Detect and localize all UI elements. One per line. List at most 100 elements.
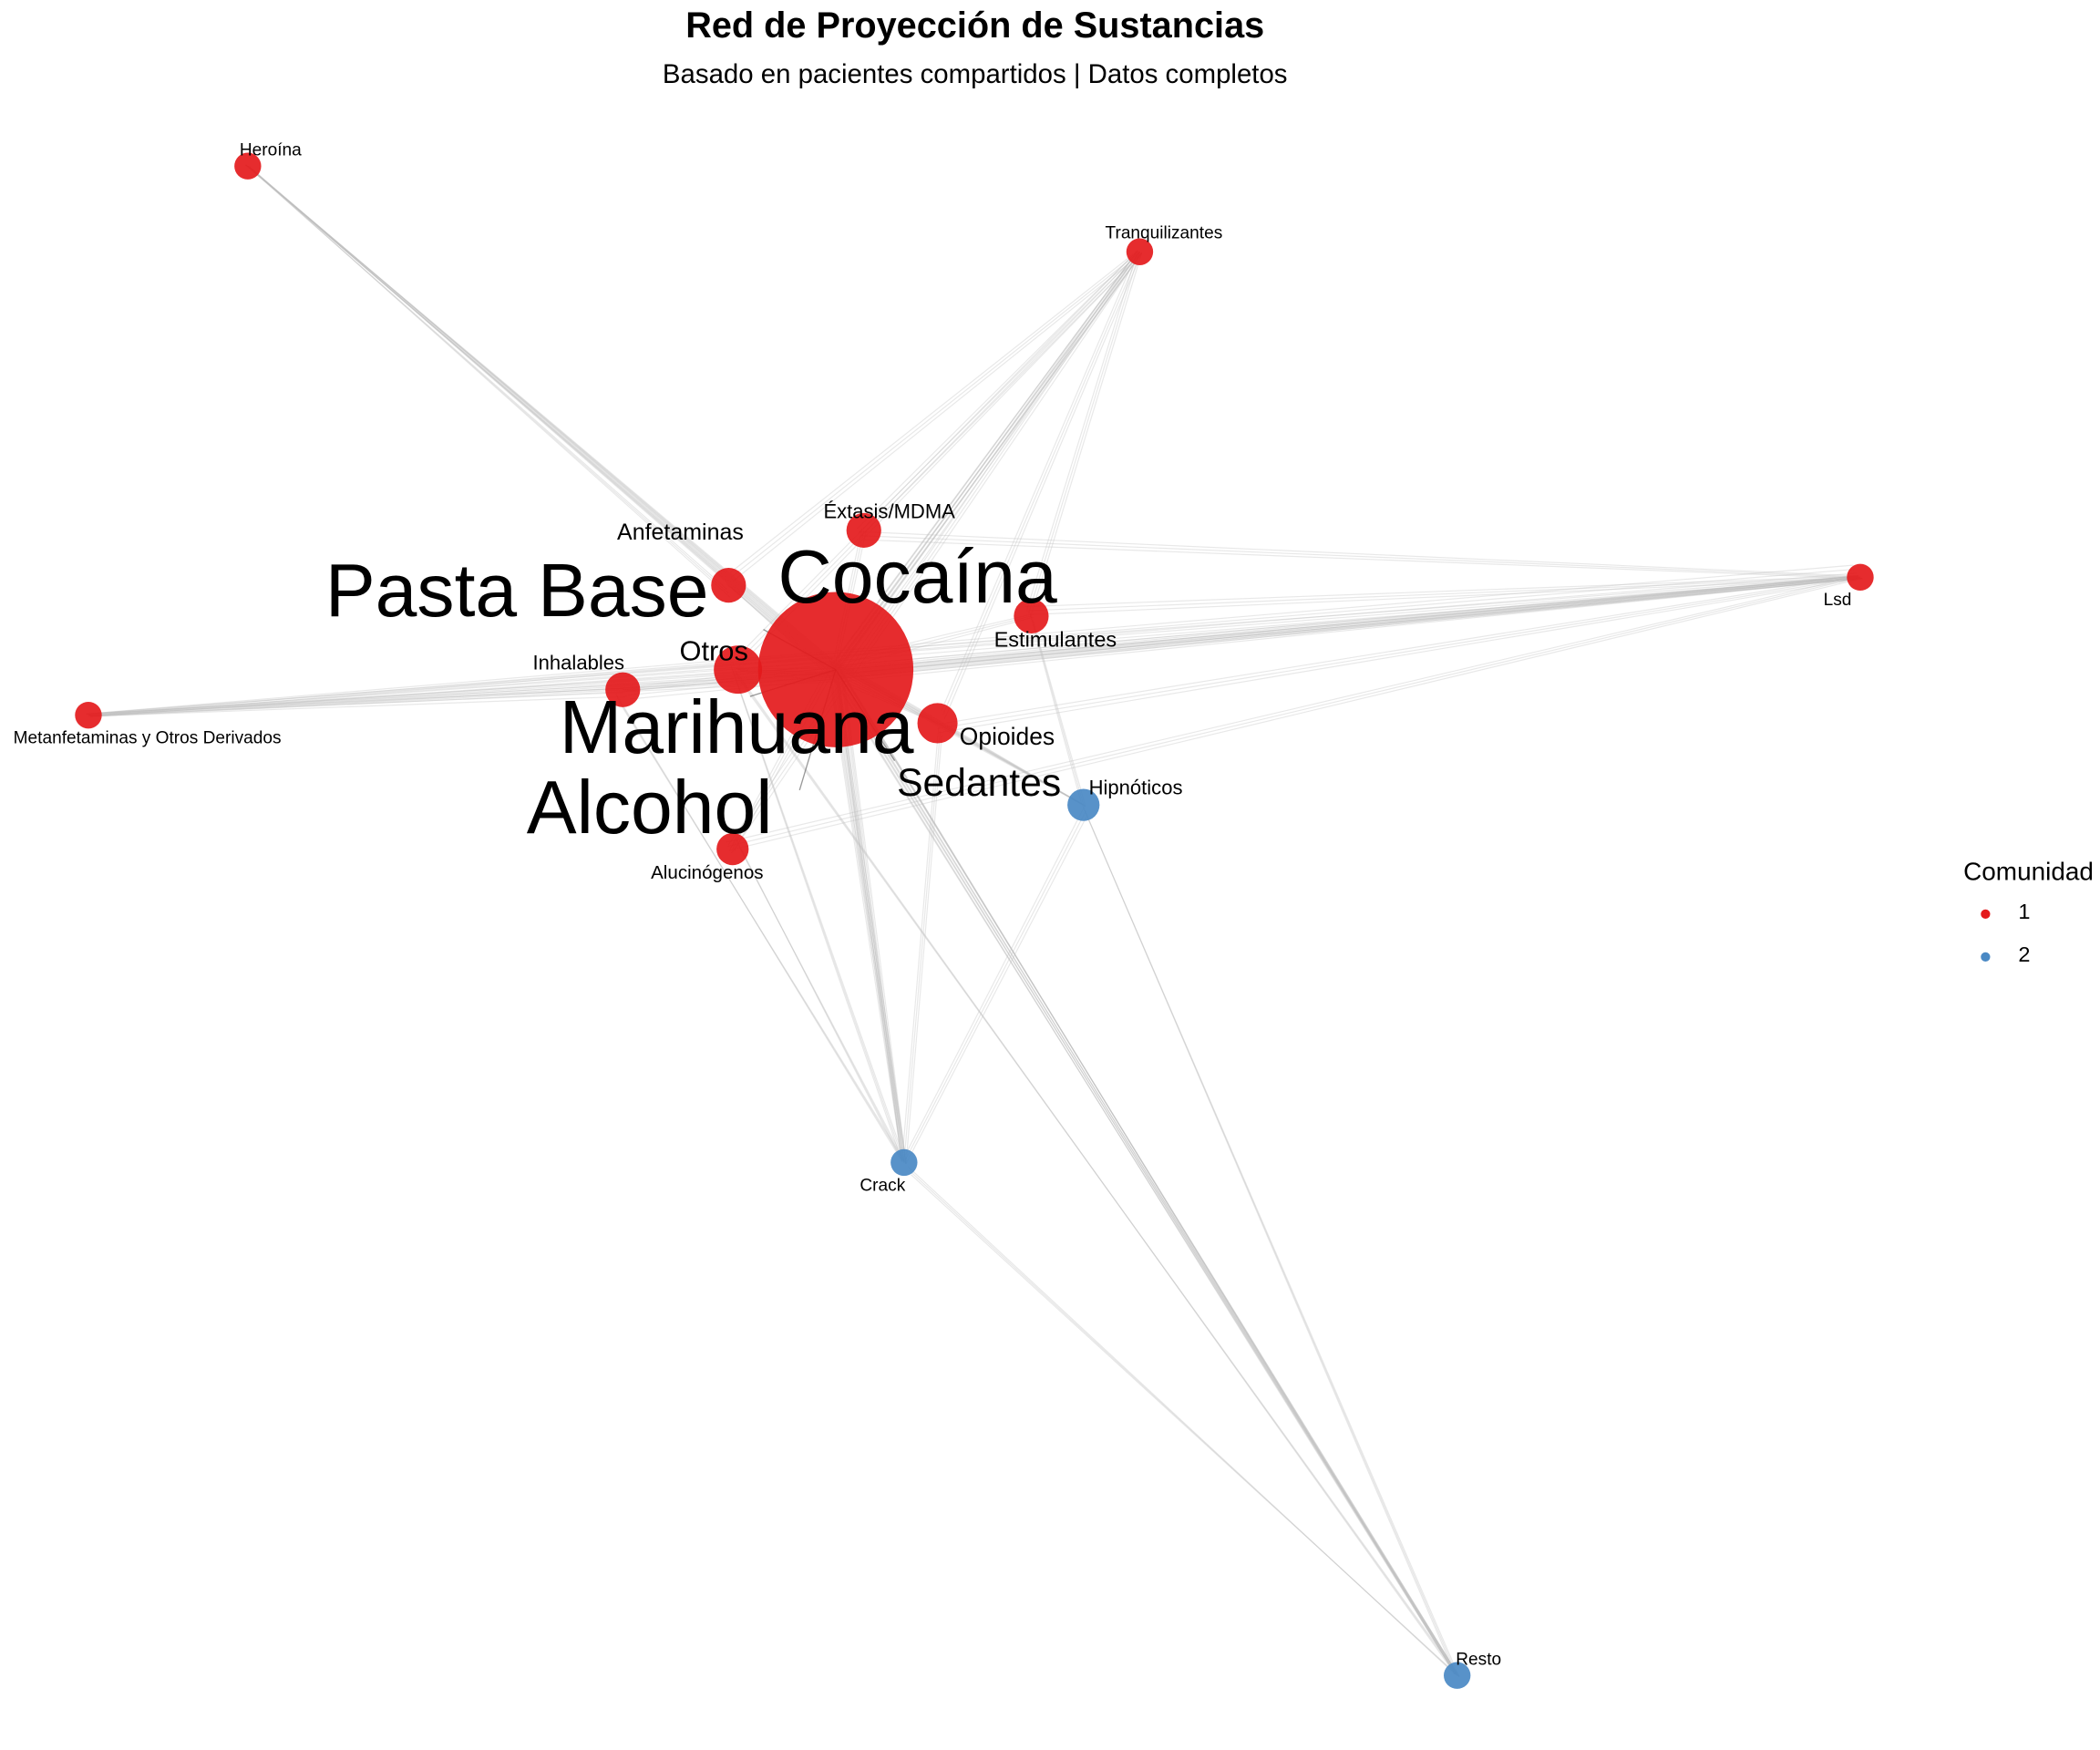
edge-cocaina-resto-strand-2 [837, 673, 1460, 1677]
edge-alcohol-crack-strand-1 [840, 664, 905, 1163]
edge-marihuana-tranquilizantes-strand-1 [829, 251, 1140, 673]
edge-inhalables-metanfetaminas-strand-2 [90, 695, 627, 717]
edge-cocaina-crack-strand-1 [832, 666, 905, 1163]
edge-cocaina-tranquilizantes-strand-2 [837, 252, 1143, 680]
edge-sedantes-resto-strand-1 [838, 666, 1458, 1676]
edge-sedantes-lsd-strand-1 [840, 576, 1861, 671]
edge-alcohol-resto [828, 663, 1456, 1675]
node-inhalables [605, 672, 641, 707]
edge-estimulantes-tranquilizantes-strand-2 [1029, 252, 1143, 618]
label-estimulantes: Estimulantes [994, 628, 1117, 652]
edge-marihuana-lsd-strand-1 [832, 576, 1861, 676]
edge-cocaina-crack-strand-2 [834, 671, 907, 1164]
label-metanfetaminas: Metanfetaminas y Otros Derivados [14, 729, 282, 748]
edge-alcohol-lsd [834, 575, 1858, 669]
edge-inhalables-metanfetaminas-strand-1 [88, 692, 626, 716]
edge-alucinogenos-crack-strand-2 [738, 847, 907, 1165]
edge-hipnoticos-resto [1081, 803, 1457, 1675]
edge-alucinogenos-lsd [725, 575, 1858, 843]
edge-cocaina-lsd [837, 575, 1858, 674]
edge-alucinogenos-tranquilizantes [727, 250, 1138, 846]
edge-pasta_base-resto [830, 673, 1456, 1675]
edge-sedantes-lsd-strand-2 [842, 578, 1863, 674]
edge-sedantes-resto-strand-2 [839, 670, 1460, 1677]
edge-cocaina-metanfetaminas [86, 656, 840, 715]
edge-alcohol-tranquilizantes [830, 250, 1138, 666]
edge-marihuana-lsd-strand-2 [834, 578, 1863, 680]
edge-marihuana-resto-strand-2 [839, 670, 1460, 1677]
edge-alucinogenos-lsd-strand-1 [726, 576, 1861, 848]
edge-alcohol-lsd-strand-2 [837, 578, 1863, 677]
edge-otros-lsd-strand-1 [740, 576, 1861, 665]
label-resto: Resto [1456, 1650, 1501, 1669]
edge-otros-tranquilizantes [736, 250, 1138, 658]
edge-marihuana-resto [836, 663, 1456, 1675]
edge-marihuana-tranquilizantes-strand-2 [831, 252, 1143, 677]
edge-hipnoticos-resto-strand-1 [1083, 807, 1458, 1676]
label-anfetaminas: Anfetaminas [617, 520, 744, 545]
edge-otros-lsd [738, 575, 1858, 661]
edge-alcohol-metanfetaminas-strand-2 [90, 678, 840, 717]
edge-inhalables-metanfetaminas [86, 687, 624, 715]
edge-otros-crack [730, 665, 903, 1162]
edge-marihuana-tranquilizantes [828, 250, 1138, 669]
edge-opioides-lsd-strand-1 [937, 576, 1861, 729]
node-heroina [234, 152, 262, 180]
edge-extasis-tranquilizantes [856, 250, 1138, 530]
edge-estimulantes-hipnoticos-strand-1 [1030, 615, 1085, 806]
edge-pasta_base-lsd [837, 575, 1858, 666]
edge-extasis-tranquilizantes-strand-1 [858, 251, 1140, 534]
edge-otros-metanfetaminas-strand-1 [88, 666, 744, 716]
legend: Comunidad 1 2 [1963, 859, 2094, 987]
edge-alcohol-lsd-strand-1 [835, 576, 1861, 674]
node-tranquilizantes [1126, 238, 1154, 265]
edge-cocaina-lsd-strand-1 [838, 576, 1861, 679]
label-marihuana: Marihuana [560, 686, 914, 769]
edge-pasta_base-lsd-strand-2 [839, 578, 1863, 674]
edge-marihuana-metanfetaminas-strand-1 [88, 676, 836, 716]
node-cocaina [757, 592, 914, 747]
edge-opioides-tranquilizantes [941, 250, 1138, 712]
edge-otros-resto [733, 667, 1456, 1675]
edge-inhalables-crack [615, 693, 903, 1162]
edge-estimulantes-hipnoticos-strand-2 [1032, 620, 1086, 807]
edge-pasta_base-metanfetaminas-strand-2 [90, 675, 843, 717]
label-lsd: Lsd [1824, 591, 1852, 610]
edge-extasis-lsd-strand-1 [860, 535, 1861, 578]
edge-pasta_base-crack [828, 671, 903, 1162]
edge-sedantes-lsd [839, 575, 1858, 666]
edge-estimulantes-hipnoticos [1029, 612, 1083, 804]
edge-opioides-crack [901, 726, 940, 1162]
edge-hipnoticos-crack-strand-1 [903, 809, 1087, 1163]
edge-alcohol-resto-strand-1 [829, 666, 1458, 1676]
chart-subtitle: Basado en pacientes compartidos | Datos … [662, 60, 1288, 90]
edge-sedantes-resto [836, 663, 1456, 1675]
node-resto [1444, 1662, 1471, 1689]
edge-alcohol-metanfetaminas [86, 670, 838, 715]
edge-anfetaminas-tranquilizantes-strand-1 [730, 251, 1140, 578]
edge-cocaina-tranquilizantes-strand-1 [835, 251, 1140, 675]
edge-pasta_base-resto-strand-2 [834, 681, 1460, 1677]
edge-estimulantes-tranquilizantes-strand-1 [1027, 252, 1141, 614]
edge-lsd-metanfetaminas-strand-2 [90, 572, 1857, 717]
edge-estimulantes-tranquilizantes [1026, 250, 1138, 610]
edge-opioides-crack-strand-2 [905, 735, 942, 1164]
edge-cocaina-resto [833, 664, 1456, 1675]
node-opioides [917, 703, 958, 744]
edge-sedantes-crack-strand-2 [837, 668, 907, 1164]
label-cocaina: Cocaína [777, 536, 1057, 619]
edge-marihuana-metanfetaminas-strand-2 [90, 681, 838, 717]
edge-estimulantes-lsd-strand-2 [1027, 578, 1863, 616]
legend-label-community-2: 2 [2018, 943, 2031, 967]
node-crack [890, 1148, 918, 1177]
edge-anfetaminas-tranquilizantes [729, 250, 1138, 574]
edge-alucinogenos-crack [736, 839, 903, 1162]
edge-extasis-tranquilizantes-strand-2 [860, 252, 1143, 538]
edge-otros-crack-strand-2 [733, 673, 907, 1164]
edge-alucinogenos-lsd-strand-2 [728, 578, 1863, 851]
edge-pasta_base-crack-strand-1 [829, 674, 905, 1163]
edge-estimulantes-lsd [1024, 575, 1858, 608]
edge-pasta_base-metanfetaminas-strand-1 [88, 672, 841, 716]
